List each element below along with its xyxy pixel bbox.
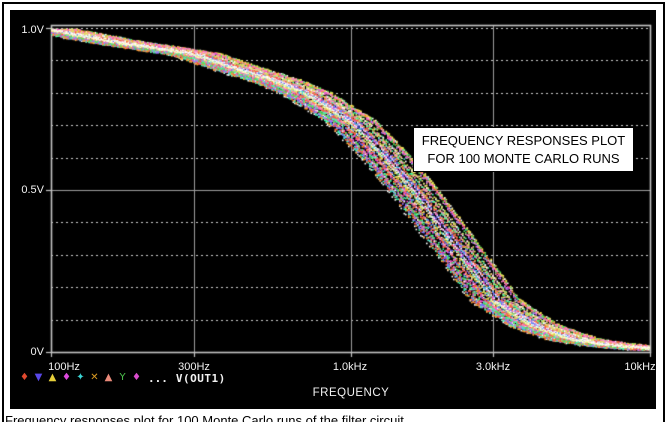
caption-cutoff: Frequency responses plot for 100 Monte C… — [5, 413, 404, 422]
y-tick-label-0v: 0V — [30, 346, 44, 358]
trace-marker-icon: ♦ — [62, 372, 71, 383]
x-tick-label-300hz: 300Hz — [178, 361, 210, 373]
annotation-line-2: FOR 100 MONTE CARLO RUNS — [427, 150, 620, 166]
y-tick-label-1v: 1.0V — [21, 24, 44, 36]
trace-marker-icon: Y — [119, 372, 126, 383]
trace-marker-icon: ▲ — [48, 372, 57, 383]
trace-marker-icon: ✕ — [90, 372, 99, 383]
x-axis-title: FREQUENCY — [312, 387, 390, 399]
trace-marker-icon: ♦ — [20, 372, 29, 383]
trace-marker-group: ♦ ▼ ▲ ♦ ✦ ✕ ▲ Y ♦ — [20, 371, 141, 385]
x-tick-label-1khz: 1.0kHz — [332, 361, 368, 373]
annotation-box: FREQUENCY RESPONSES PLOT FOR 100 MONTE C… — [413, 127, 634, 172]
trace-marker-icon: ▲ — [104, 372, 113, 383]
legend-ellipsis: ... — [148, 371, 168, 385]
trace-marker-icon: ♦ — [132, 372, 141, 383]
x-tick-label-10khz: 10kHz — [624, 361, 656, 373]
x-tick-label-3khz: 3.0kHz — [475, 361, 511, 373]
trace-marker-icon: ▼ — [34, 372, 43, 383]
y-tick-label-05v: 0.5V — [21, 184, 44, 196]
trace-legend: ♦ ▼ ▲ ♦ ✦ ✕ ▲ Y ♦ ... V(OUT1) — [20, 371, 226, 385]
x-tick-label-100hz: 100Hz — [48, 361, 80, 373]
trace-name-label: V(OUT1) — [175, 371, 226, 385]
trace-marker-icon: ✦ — [76, 372, 85, 383]
annotation-line-1: FREQUENCY RESPONSES PLOT — [421, 132, 626, 148]
